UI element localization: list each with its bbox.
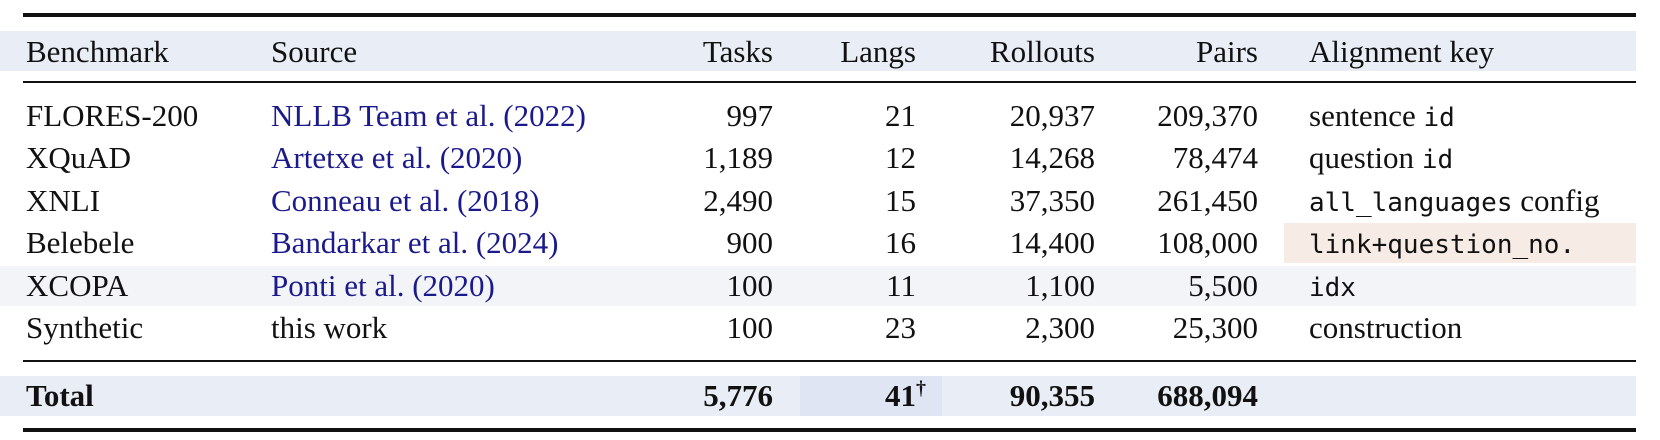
total-langs-value: 41 [885,378,916,413]
header-cell: Rollouts [989,34,1095,69]
alignment-cell: construction [1309,308,1462,348]
cell-highlight [1284,223,1636,263]
source-cell: Conneau et al. (2018) [271,183,540,218]
tasks-cell: 1,189 [703,140,773,175]
alignment-cell: all_languages config [1309,181,1599,221]
tasks-cell: 997 [726,98,774,133]
rollouts-cell: 37,350 [1009,183,1095,218]
mid-rule [23,81,1636,83]
pairs-cell: 25,300 [1172,310,1258,345]
total-tasks: 5,776 [703,378,773,413]
rollouts-cell: 20,937 [1009,98,1095,133]
rollouts-cell: 2,300 [1025,310,1095,345]
benchmark-cell: FLORES-200 [26,98,199,133]
alignment-cell: idx [1309,266,1356,306]
alignment-part: all_languages [1309,188,1513,218]
langs-cell: 11 [886,268,916,303]
langs-cell: 12 [885,140,916,175]
total-pairs: 688,094 [1157,378,1258,413]
benchmark-cell: XQuAD [26,140,132,175]
source-cell: NLLB Team et al. (2022) [271,98,586,133]
benchmark-cell: Synthetic [26,310,144,345]
alignment-part: question [1309,140,1415,175]
total-rollouts: 90,355 [1009,378,1095,413]
header-cell: Pairs [1196,34,1258,69]
pairs-cell: 209,370 [1157,98,1258,133]
langs-cell: 23 [885,310,916,345]
alignment-part: construction [1309,310,1463,345]
alignment-part: id [1421,145,1454,175]
rollouts-cell: 14,268 [1009,140,1095,175]
source-cell: Artetxe et al. (2020) [271,140,523,175]
benchmark-cell: Belebele [26,225,135,260]
pairs-cell: 108,000 [1157,225,1258,260]
bottom-rule [23,428,1636,432]
header-cell: Langs [840,34,916,69]
tasks-cell: 2,490 [703,183,773,218]
alignment-cell: sentence id [1309,96,1455,136]
langs-cell: 16 [885,225,916,260]
alignment-part: link+question_no. [1309,230,1576,260]
alignment-part: sentence [1309,98,1416,133]
total-langs-note: † [916,377,926,400]
tasks-cell: 100 [726,268,774,303]
tasks-cell: 900 [726,225,774,260]
source-cell: Bandarkar et al. (2024) [271,225,559,260]
alignment-part: idx [1309,273,1356,303]
rollouts-cell: 1,100 [1025,268,1095,303]
langs-highlight [800,376,942,416]
total-label: Total [26,378,94,413]
pairs-cell: 261,450 [1157,183,1258,218]
pairs-cell: 5,500 [1188,268,1258,303]
alignment-cell: link+question_no. [1309,223,1575,263]
alignment-part: id [1423,103,1455,133]
header-cell: Tasks [702,34,773,69]
langs-cell: 21 [885,98,916,133]
alignment-cell: question id [1309,138,1453,178]
row-shade [0,266,1636,306]
rollouts-cell: 14,400 [1009,225,1095,260]
pairs-cell: 78,474 [1172,140,1258,175]
header-cell: Benchmark [26,34,169,69]
total-langs: 41† [885,376,926,416]
benchmark-cell: XNLI [26,183,101,218]
header-cell: Alignment key [1309,34,1495,69]
header-cell: Source [271,34,358,69]
source-cell: Ponti et al. (2020) [271,268,495,303]
tasks-cell: 100 [726,310,774,345]
header-band [0,31,1636,71]
total-rule [23,360,1636,362]
source-cell: this work [271,310,388,345]
top-rule [23,13,1636,17]
langs-cell: 15 [885,183,916,218]
alignment-part: config [1520,183,1600,218]
benchmark-cell: XCOPA [26,268,129,303]
